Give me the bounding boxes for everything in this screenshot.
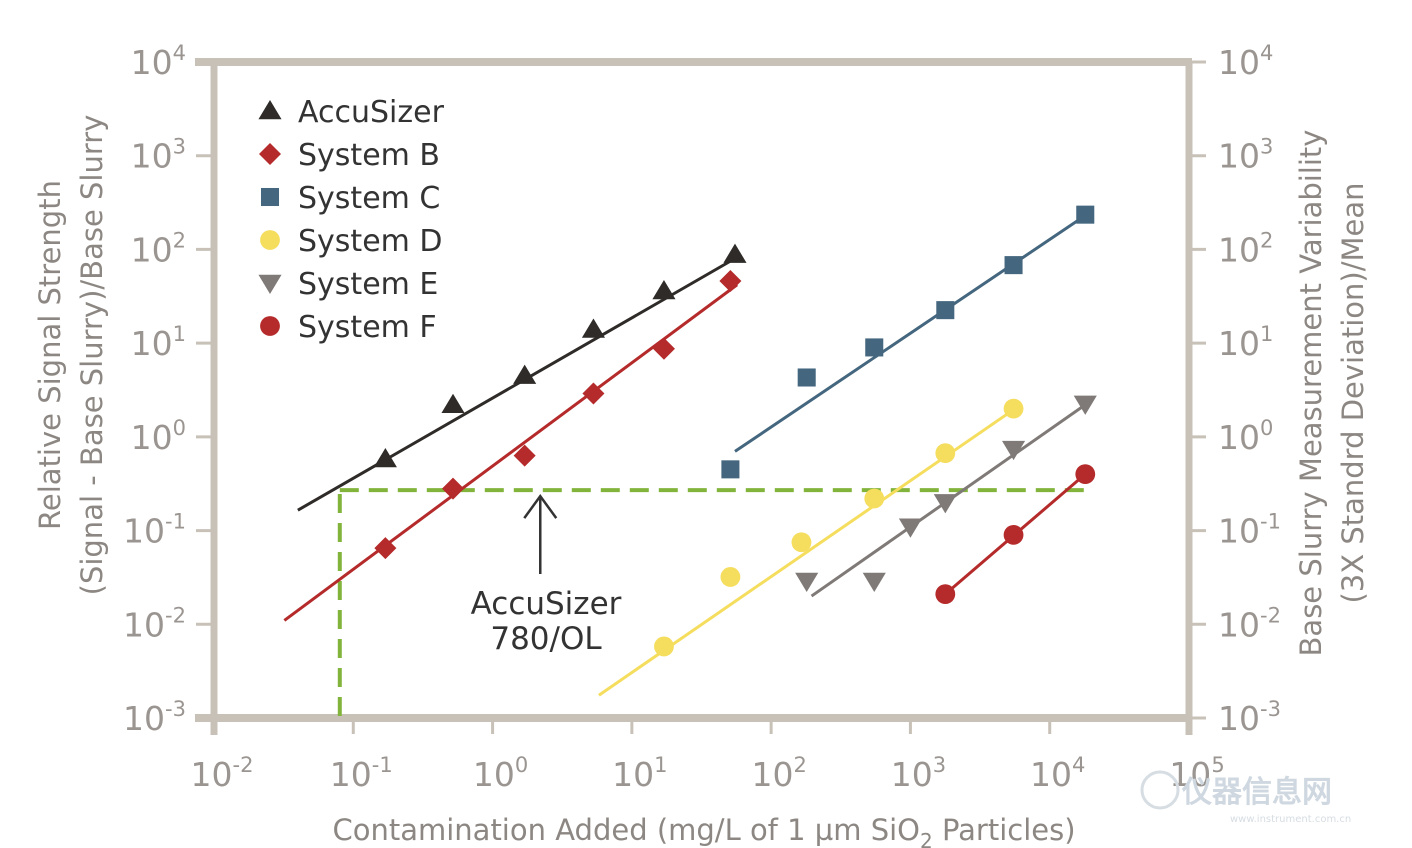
y-tick-label-right: 101 [1218, 322, 1273, 363]
accusizer-point [581, 318, 606, 338]
x-tick-label: 10-1 [330, 753, 393, 794]
accusizer-point [441, 393, 465, 414]
system-d-point [654, 636, 674, 657]
watermark: 仪器信息网 www.instrument.com.cn [1140, 770, 1351, 825]
accusizer-point [513, 364, 537, 384]
legend-marker [260, 230, 280, 250]
accusizer-fit-line [297, 257, 736, 512]
accusizer-point [373, 448, 397, 468]
x-tick-label: 10-2 [191, 753, 254, 794]
system-b-point [513, 444, 536, 467]
system-d-point [864, 488, 885, 509]
accusizer-point [723, 243, 747, 263]
legend-label: System F [298, 310, 437, 345]
system-b-point [719, 270, 742, 293]
accusizer-point [652, 280, 676, 300]
system-c-point [936, 301, 955, 320]
x-tick-label: 101 [612, 753, 667, 794]
legend-marker [260, 316, 280, 336]
system-b-point [374, 537, 397, 560]
x-axis-title: Contamination Added (mg/L of 1 µm SiO2 P… [332, 813, 1075, 848]
legend-marker [260, 187, 280, 207]
legend-marker [258, 274, 282, 294]
system-e-point [898, 518, 922, 538]
y-tick-label-left: 103 [131, 135, 186, 176]
legend-label: System B [298, 138, 440, 173]
y-tick-label-right: 102 [1218, 228, 1273, 269]
system-d-point [791, 532, 812, 553]
y-tick-label-right: 10-3 [1218, 697, 1281, 738]
x-tick-label: 104 [1030, 753, 1085, 794]
system-b-point [442, 477, 465, 500]
system-f-point [1003, 524, 1024, 545]
system-c-point [865, 338, 884, 357]
x-tick-label: 103 [891, 753, 946, 794]
watermark-logo [1140, 770, 1180, 810]
y-tick-label-right: 104 [1218, 41, 1273, 82]
system-e-point [795, 572, 819, 592]
system-e-point [862, 572, 886, 592]
reference-layer [337, 488, 1086, 716]
y-tick-label-left: 101 [131, 322, 186, 363]
legend-label: System D [298, 224, 443, 259]
system-e-point [1073, 395, 1097, 415]
annotation-label: 780/OL [490, 621, 602, 657]
y-tick-label-right: 10-2 [1218, 603, 1281, 644]
annotation-label: AccuSizer [471, 586, 622, 622]
y-tick-label-right: 103 [1218, 135, 1273, 176]
legend-label: System E [298, 267, 438, 302]
system-f-point [935, 584, 956, 604]
y-tick-label-right: 10-1 [1218, 510, 1281, 551]
system-c-point [1076, 205, 1095, 224]
system-d-point [1003, 398, 1024, 419]
system-e-point [933, 494, 957, 514]
x-tick-label: 105 [1169, 753, 1224, 794]
system-c-point [721, 460, 740, 479]
x-tick-label: 100 [473, 753, 528, 794]
system-c-point [1004, 256, 1023, 275]
legend-label: System C [298, 181, 440, 216]
y-axis-title-right: Base Slurry Measurement Variability (3X S… [1294, 130, 1370, 657]
y-tick-label-left: 10-1 [123, 510, 186, 551]
y-tick-label-left: 10-2 [123, 603, 186, 644]
y-tick-label-left: 104 [131, 41, 186, 82]
x-tick-label: 102 [751, 753, 806, 794]
y-tick-label-left: 10-3 [123, 697, 186, 738]
y-tick-label-right: 100 [1218, 416, 1273, 457]
system-b-point [582, 382, 605, 405]
legend-marker [258, 100, 282, 120]
watermark-subtext: www.instrument.com.cn [1230, 814, 1351, 825]
y-axis-title-left: Relative Signal Strength (Signal - Base S… [33, 115, 109, 596]
watermark-text: 仪器信息网 [1181, 775, 1332, 810]
legend-marker [259, 143, 281, 165]
legend-label: AccuSizer [298, 95, 445, 130]
system-b-point [652, 337, 675, 360]
annotation-arrow-head [523, 494, 558, 519]
system-c-point [797, 368, 816, 387]
y-tick-label-left: 102 [131, 228, 186, 269]
marker-layer [373, 205, 1097, 657]
system-f-point [1075, 464, 1096, 485]
legend: AccuSizer System B System C System D System … [258, 95, 445, 345]
y-tick-label-left: 100 [131, 416, 186, 457]
system-e-point [1002, 440, 1026, 461]
axis-title-layer: Contamination Added (mg/L of 1 µm SiO2 P… [33, 115, 1370, 848]
system-d-point [720, 567, 741, 587]
system-d-point [935, 443, 956, 464]
system-c-fit-line [734, 214, 1087, 453]
